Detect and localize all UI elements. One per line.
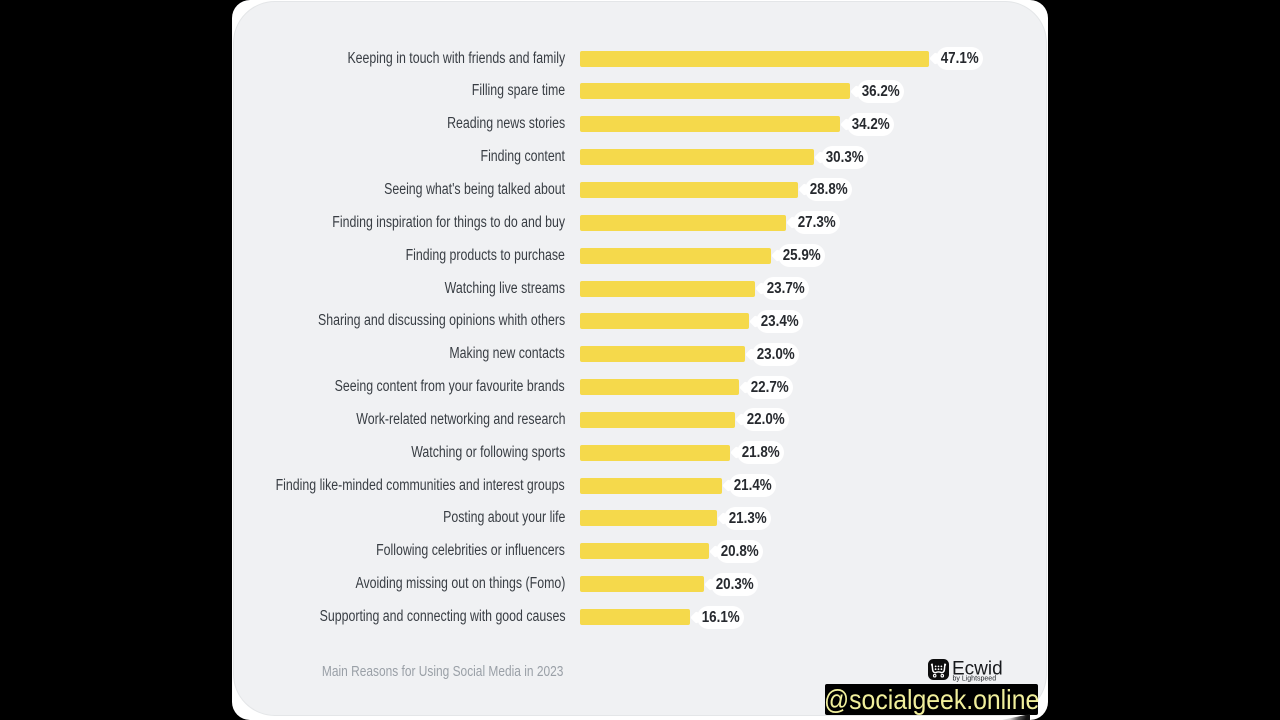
svg-text:Ecwid: Ecwid <box>952 659 1003 680</box>
svg-text:by Lightspeed: by Lightspeed <box>953 676 997 683</box>
